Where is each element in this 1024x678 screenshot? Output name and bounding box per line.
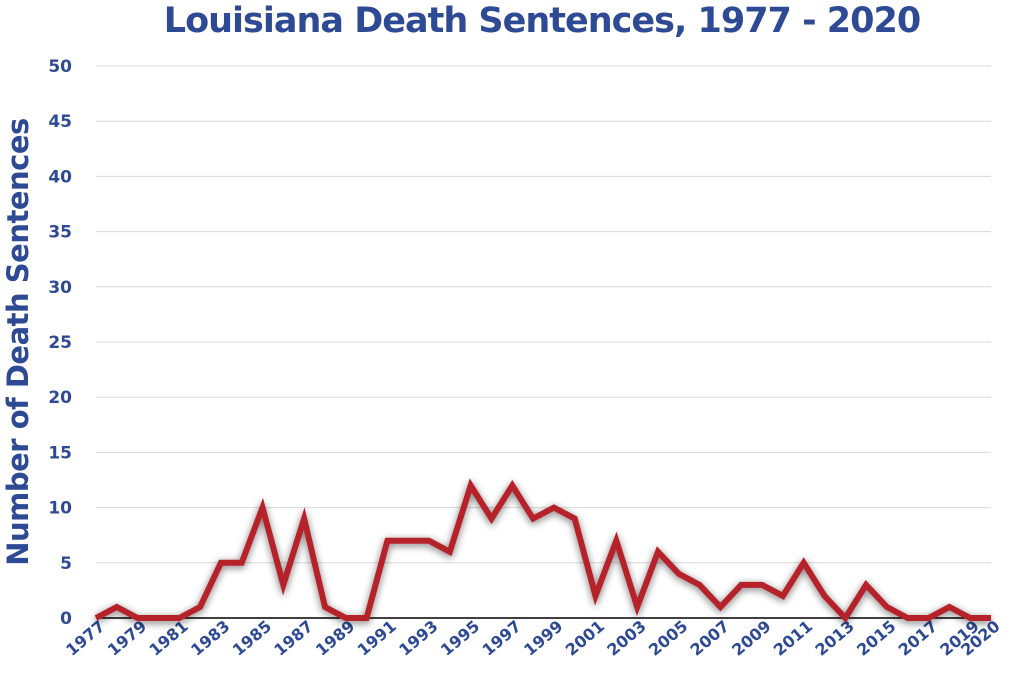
data-point-1987: [301, 516, 307, 522]
data-point-2014: [863, 582, 869, 588]
data-point-2015: [884, 604, 890, 610]
data-point-2003: [634, 604, 640, 610]
y-tick-label-25: 25: [48, 333, 72, 353]
y-tick-label-35: 35: [48, 223, 72, 243]
y-tick-label-50: 50: [48, 57, 72, 77]
data-point-1993: [426, 538, 432, 544]
data-point-2010: [780, 593, 786, 599]
data-point-2006: [697, 582, 703, 588]
data-point-1992: [405, 538, 411, 544]
data-point-1996: [489, 516, 495, 522]
x-tick-label-1991: 1991: [354, 617, 400, 660]
y-tick-label-45: 45: [48, 112, 72, 132]
data-point-1999: [551, 505, 557, 511]
data-point-2019: [967, 615, 973, 621]
x-tick-label-1999: 1999: [520, 617, 566, 660]
data-point-2011: [801, 560, 807, 566]
data-point-2018: [946, 604, 952, 610]
data-point-2009: [759, 582, 765, 588]
x-tick-label-1981: 1981: [146, 617, 192, 660]
x-tick-labels: 1977197919811983198519871989199119931995…: [62, 617, 1003, 660]
data-point-1985: [260, 505, 266, 511]
series-layer: [93, 478, 994, 623]
y-tick-label-40: 40: [48, 167, 72, 187]
data-point-1994: [447, 549, 453, 555]
y-tick-labels: 0 5 10 15 20 25 30 35 40 45 50: [48, 57, 72, 629]
data-point-1991: [384, 538, 390, 544]
x-tick-label-2005: 2005: [645, 617, 691, 660]
data-point-2008: [738, 582, 744, 588]
data-point-2007: [717, 604, 723, 610]
x-tick-label-1985: 1985: [229, 617, 275, 660]
series-line-0: [94, 478, 991, 623]
x-tick-label-1989: 1989: [312, 617, 358, 660]
x-tick-label-1983: 1983: [187, 617, 233, 660]
data-point-1982: [197, 604, 203, 610]
data-point-2017: [926, 615, 932, 621]
data-point-2013: [842, 615, 848, 621]
data-point-2001: [593, 593, 599, 599]
data-point-1990: [364, 615, 370, 621]
y-tick-label-15: 15: [48, 443, 72, 463]
y-tick-label-10: 10: [48, 499, 72, 519]
x-tick-label-2017: 2017: [895, 617, 941, 660]
x-tick-label-1987: 1987: [270, 617, 316, 660]
data-point-2005: [676, 571, 682, 577]
data-point-1986: [280, 582, 286, 588]
y-tick-label-5: 5: [60, 554, 72, 574]
data-point-1981: [176, 615, 182, 621]
data-point-1984: [239, 560, 245, 566]
x-tick-label-2007: 2007: [687, 617, 733, 660]
data-point-1980: [155, 615, 161, 621]
y-tick-label-0: 0: [60, 609, 72, 629]
data-point-2012: [822, 593, 828, 599]
data-point-2000: [572, 516, 578, 522]
x-tick-label-1995: 1995: [437, 617, 483, 660]
x-tick-label-2009: 2009: [728, 617, 774, 660]
data-point-1998: [530, 516, 536, 522]
x-tick-label-2003: 2003: [603, 617, 649, 660]
x-tick-label-1997: 1997: [479, 617, 525, 660]
data-point-1983: [218, 560, 224, 566]
x-tick-label-2001: 2001: [562, 617, 608, 660]
data-point-2020: [988, 615, 994, 621]
data-point-1977: [93, 615, 99, 621]
chart-title: Louisiana Death Sentences, 1977 - 2020: [163, 1, 921, 41]
data-point-2004: [655, 549, 661, 555]
x-tick-label-2011: 2011: [770, 617, 816, 660]
x-tick-label-1993: 1993: [395, 617, 441, 660]
data-point-1997: [509, 483, 515, 489]
x-tick-label-2013: 2013: [812, 617, 858, 660]
gridlines: [96, 65, 991, 564]
y-tick-label-20: 20: [48, 388, 72, 408]
y-axis-label: Number of Death Sentences: [1, 118, 35, 566]
data-point-1995: [468, 483, 474, 489]
x-tick-label-2015: 2015: [853, 617, 899, 660]
y-tick-label-30: 30: [48, 278, 72, 298]
data-point-1978: [114, 604, 120, 610]
x-tick-label-1979: 1979: [104, 617, 150, 660]
data-point-2016: [905, 615, 911, 621]
data-point-1988: [322, 604, 328, 610]
data-point-1989: [343, 615, 349, 621]
data-point-1979: [135, 615, 141, 621]
data-point-2002: [613, 538, 619, 544]
